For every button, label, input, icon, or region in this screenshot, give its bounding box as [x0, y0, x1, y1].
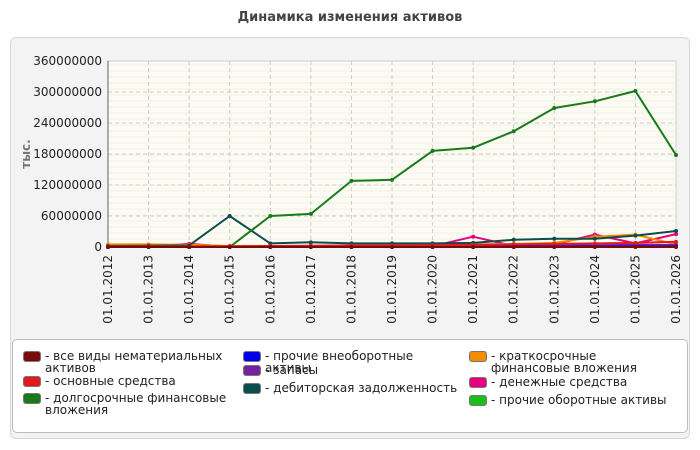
chart-legend: - все виды нематериальных активов - основ… [12, 339, 688, 433]
data-point [268, 245, 273, 249]
x-tick-label: 01.01.2024 [588, 255, 602, 324]
chart-title: Динамика изменения активов [237, 10, 463, 25]
data-point [430, 245, 435, 249]
y-tick-label: 360000000 [33, 54, 102, 68]
data-point [471, 145, 476, 150]
series-0 [106, 245, 678, 249]
x-tick-label: 01.01.2026 [669, 255, 683, 324]
legend-label: - запасы [265, 363, 319, 377]
data-point [552, 236, 557, 241]
data-point [592, 241, 597, 246]
data-point [674, 239, 678, 244]
data-point [552, 241, 557, 246]
data-point [308, 211, 313, 216]
x-tick-label: 01.01.2016 [263, 255, 277, 324]
data-point [349, 245, 354, 249]
y-axis-label: тыс. [19, 139, 33, 168]
legend-label: - прочие внеоборотные активы [265, 349, 414, 375]
data-point [349, 178, 354, 183]
data-point [674, 245, 678, 249]
legend-swatch [243, 351, 261, 362]
legend-item: - прочие внеоборотные активы [243, 350, 458, 374]
data-point [390, 177, 394, 182]
x-tick-label: 01.01.2023 [547, 255, 561, 324]
legend-swatch [469, 351, 487, 362]
data-point [592, 236, 597, 241]
data-point [633, 240, 638, 245]
legend-swatch [469, 395, 487, 406]
legend-label: - прочие оборотные активы [491, 393, 667, 407]
legend-item: - дебиторская задолженность [243, 382, 458, 394]
legend-item: - денежные средства [469, 376, 674, 388]
data-point [471, 234, 476, 239]
x-tick-label: 01.01.2013 [142, 255, 156, 324]
x-tick-label: 01.01.2017 [304, 255, 318, 324]
x-tick-label: 01.01.2025 [628, 255, 642, 324]
legend-label: - дебиторская задолженность [265, 381, 458, 395]
legend-item: - основные средства [23, 375, 238, 387]
legend-item: - запасы [243, 364, 458, 376]
data-point [674, 232, 678, 237]
data-point [674, 153, 678, 158]
data-point [674, 228, 678, 233]
data-point [471, 245, 476, 249]
legend-label: - основные средства [45, 374, 176, 388]
data-point [633, 88, 638, 93]
x-tick-label: 01.01.2012 [101, 255, 115, 324]
legend-label: - долгосрочные финансовые вложения [45, 391, 227, 417]
legend-item: - краткосрочные финансовые вложения [469, 350, 674, 374]
data-point [227, 214, 232, 218]
y-tick-label: 0 [94, 240, 102, 254]
y-tick-label: 180000000 [33, 147, 102, 161]
y-tick-label: 240000000 [33, 116, 102, 130]
legend-item: - прочие оборотные активы [469, 394, 674, 406]
data-point [308, 245, 313, 249]
data-point [592, 99, 597, 104]
legend-label: - денежные средства [491, 375, 628, 389]
y-tick-label: 60000000 [41, 209, 102, 223]
data-point [511, 129, 516, 134]
legend-item: - все виды нематериальных активов [23, 350, 238, 374]
data-point [227, 245, 232, 249]
data-point [187, 245, 192, 249]
data-point [633, 233, 638, 238]
x-tick-label: 01.01.2014 [182, 255, 196, 324]
y-tick-label: 300000000 [33, 85, 102, 99]
data-point [390, 245, 394, 249]
x-tick-label: 01.01.2018 [344, 255, 358, 324]
x-tick-label: 01.01.2019 [385, 255, 399, 324]
data-point [511, 237, 516, 242]
data-point [106, 245, 110, 249]
legend-label: - все виды нематериальных активов [45, 349, 223, 375]
legend-swatch [23, 393, 41, 404]
legend-label: - краткосрочные финансовые вложения [491, 349, 637, 375]
y-tick-label: 120000000 [33, 178, 102, 192]
data-point [430, 148, 435, 153]
data-point [633, 245, 638, 249]
data-point [308, 240, 313, 245]
data-point [552, 245, 557, 249]
legend-swatch [243, 383, 261, 394]
data-point [511, 245, 516, 249]
legend-swatch [469, 377, 487, 388]
legend-swatch [23, 351, 41, 362]
data-point [592, 245, 597, 249]
legend-swatch [23, 376, 41, 387]
data-point [268, 214, 273, 218]
legend-item: - долгосрочные финансовые вложения [23, 392, 238, 416]
legend-swatch [243, 365, 261, 376]
x-tick-label: 01.01.2020 [426, 255, 440, 324]
x-tick-label: 01.01.2015 [223, 255, 237, 324]
data-point [552, 106, 557, 111]
x-tick-label: 01.01.2022 [507, 255, 521, 324]
data-point [146, 245, 151, 249]
x-tick-label: 01.01.2021 [466, 255, 480, 324]
